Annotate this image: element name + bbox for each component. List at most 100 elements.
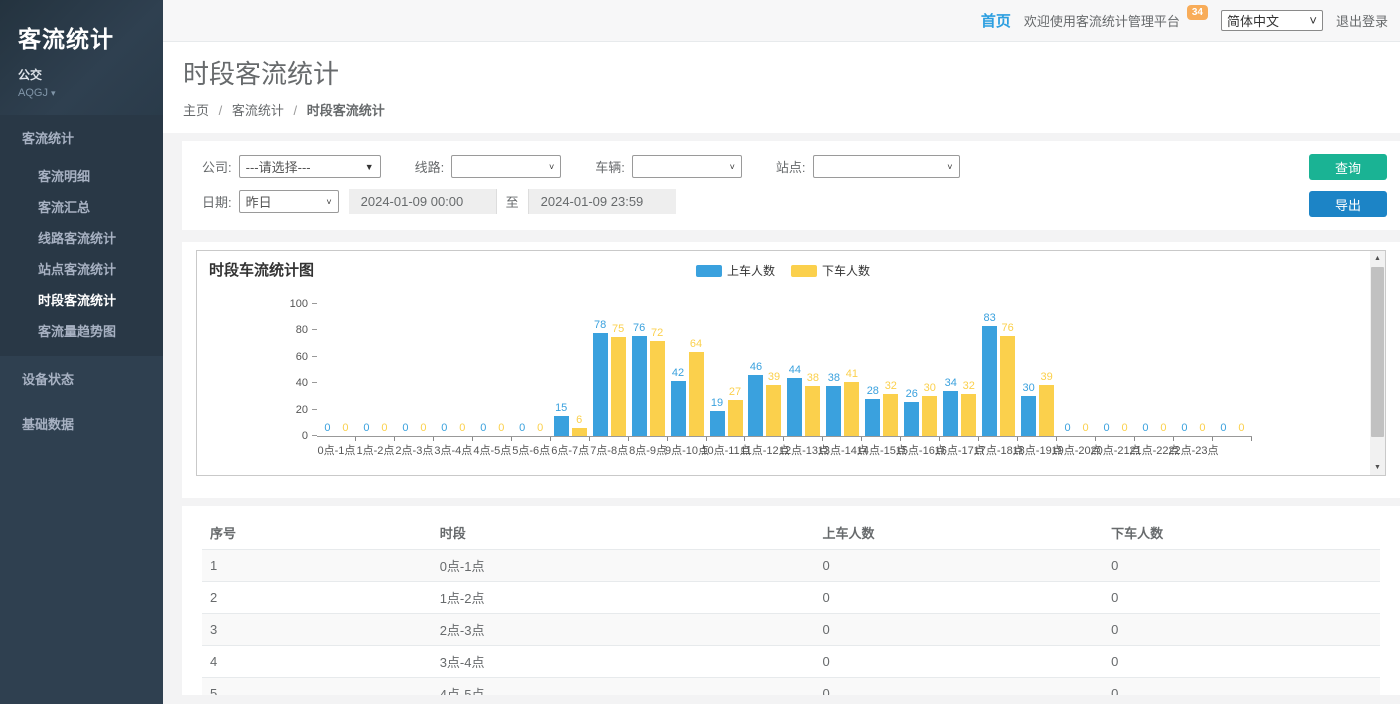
breadcrumb-home[interactable]: 主页 <box>183 103 209 118</box>
bar-value-label: 0 <box>1199 422 1205 434</box>
bar[interactable] <box>787 378 802 436</box>
bar-value-label: 0 <box>363 422 369 434</box>
bar-column: 30 <box>922 305 937 436</box>
bar-column: 38 <box>826 305 841 436</box>
bar-value-label: 0 <box>342 422 348 434</box>
scroll-up-icon[interactable]: ▲ <box>1370 251 1385 266</box>
table-cell: 2点-3点 <box>432 614 815 646</box>
x-category-label: 1点-2点 <box>356 437 395 455</box>
bar[interactable] <box>554 416 569 436</box>
col-header-period: 时段 <box>432 516 815 550</box>
bar-value-label: 41 <box>846 368 858 380</box>
vehicle-select[interactable]: ˅ <box>632 155 742 178</box>
legend-boarding[interactable]: 上车人数 <box>696 262 775 279</box>
bar[interactable] <box>593 333 608 436</box>
export-button[interactable]: 导出 <box>1309 191 1387 217</box>
bar-value-label: 76 <box>1002 322 1014 334</box>
bar[interactable] <box>650 341 665 436</box>
sidebar-submenu: 客流明细客流汇总线路客流统计站点客流统计时段客流统计客流量趋势图 <box>0 160 163 356</box>
bar-group: 7672 <box>629 305 668 436</box>
date-to-input[interactable]: 2024-01-09 23:59 <box>529 189 676 214</box>
bar-column: 0 <box>416 305 431 436</box>
bar[interactable] <box>728 400 743 436</box>
bar-value-label: 46 <box>750 361 762 373</box>
line-select[interactable]: ˅ <box>451 155 561 178</box>
chevron-down-icon: ˅ <box>549 162 554 172</box>
bar[interactable] <box>1021 396 1036 436</box>
bar[interactable] <box>844 382 859 436</box>
bar[interactable] <box>671 381 686 436</box>
bar[interactable] <box>611 337 626 436</box>
bar[interactable] <box>572 428 587 436</box>
scroll-down-icon[interactable]: ▼ <box>1370 460 1385 475</box>
legend-alighting[interactable]: 下车人数 <box>791 262 870 279</box>
y-tick <box>312 435 317 436</box>
chevron-down-icon: ˅ <box>730 162 735 172</box>
chart-panel: 时段车流统计图 上车人数 下车人数 0000000000001567875767 <box>182 242 1400 498</box>
chart-box: 时段车流统计图 上车人数 下车人数 0000000000001567875767 <box>196 250 1386 476</box>
bar[interactable] <box>826 386 841 436</box>
bar[interactable] <box>1039 385 1054 436</box>
bar[interactable] <box>689 352 704 436</box>
breadcrumb: 主页 / 客流统计 / 时段客流统计 <box>183 100 1380 119</box>
bar[interactable] <box>943 391 958 436</box>
bar[interactable] <box>865 399 880 436</box>
bar[interactable] <box>982 326 997 436</box>
company-value: ---请选择--- <box>246 157 311 176</box>
sidebar-item-device-status[interactable]: 设备状态 <box>0 356 163 401</box>
sidebar-nav: 客流统计 客流明细客流汇总线路客流统计站点客流统计时段客流统计客流量趋势图 设备… <box>0 115 163 446</box>
top-navbar: 首页 欢迎使用客流统计管理平台 34 简体中文 ˅ 退出登录 <box>163 0 1400 42</box>
bar-group: 3039 <box>1018 305 1057 436</box>
bar-value-label: 0 <box>402 422 408 434</box>
bar-value-label: 0 <box>498 422 504 434</box>
logout-link[interactable]: 退出登录 <box>1336 11 1388 30</box>
language-select[interactable]: 简体中文 ˅ <box>1221 10 1323 31</box>
bar[interactable] <box>766 385 781 436</box>
bar[interactable] <box>748 375 763 436</box>
sidebar-subitem[interactable]: 时段客流统计 <box>0 284 163 315</box>
breadcrumb-separator: / <box>294 103 298 118</box>
bar-value-label: 78 <box>594 319 606 331</box>
date-preset-select[interactable]: 昨日 ˅ <box>239 190 339 213</box>
bar[interactable] <box>904 402 919 436</box>
bar-group: 00 <box>1057 305 1096 436</box>
bar-column: 0 <box>1195 305 1210 436</box>
sidebar-subitem[interactable]: 客流量趋势图 <box>0 315 163 346</box>
station-select[interactable]: ˅ <box>813 155 960 178</box>
col-header-index: 序号 <box>202 516 432 550</box>
sidebar-subitem[interactable]: 站点客流统计 <box>0 253 163 284</box>
bar-value-label: 0 <box>324 422 330 434</box>
home-link[interactable]: 首页 <box>981 10 1011 31</box>
vehicle-label: 车辆: <box>595 157 625 176</box>
scrollbar-thumb[interactable] <box>1371 267 1384 437</box>
legend-swatch-blue <box>696 265 722 277</box>
company-select[interactable]: ---请选择--- ▼ <box>239 155 381 178</box>
notification-badge[interactable]: 34 <box>1187 5 1208 20</box>
date-from-input[interactable]: 2024-01-09 00:00 <box>349 189 496 214</box>
x-category-label: 5点-6点 <box>512 437 551 455</box>
bar[interactable] <box>883 394 898 436</box>
bar-value-label: 34 <box>945 377 957 389</box>
bar-column: 0 <box>1138 305 1153 436</box>
sidebar-subitem[interactable]: 客流汇总 <box>0 191 163 222</box>
date-range: 2024-01-09 00:00 至 2024-01-09 23:59 <box>349 189 676 214</box>
breadcrumb-section[interactable]: 客流统计 <box>232 103 284 118</box>
bar[interactable] <box>805 386 820 436</box>
table-cell: 0 <box>815 614 1104 646</box>
bar[interactable] <box>1000 336 1015 436</box>
user-menu[interactable]: AQGJ▾ <box>18 87 145 99</box>
bar-column: 19 <box>710 305 725 436</box>
bar[interactable] <box>922 396 937 436</box>
sidebar-item-base-data[interactable]: 基础数据 <box>0 401 163 446</box>
bar-column: 78 <box>593 305 608 436</box>
table-cell: 0 <box>1103 646 1380 678</box>
bar[interactable] <box>710 411 725 436</box>
sidebar-subitem[interactable]: 客流明细 <box>0 160 163 191</box>
sidebar-item-passenger-stats[interactable]: 客流统计 <box>0 115 163 160</box>
bar[interactable] <box>961 394 976 436</box>
bar[interactable] <box>632 336 647 436</box>
query-button[interactable]: 查询 <box>1309 154 1387 180</box>
bar-value-label: 6 <box>576 414 582 426</box>
bar-column: 0 <box>1060 305 1075 436</box>
sidebar-subitem[interactable]: 线路客流统计 <box>0 222 163 253</box>
